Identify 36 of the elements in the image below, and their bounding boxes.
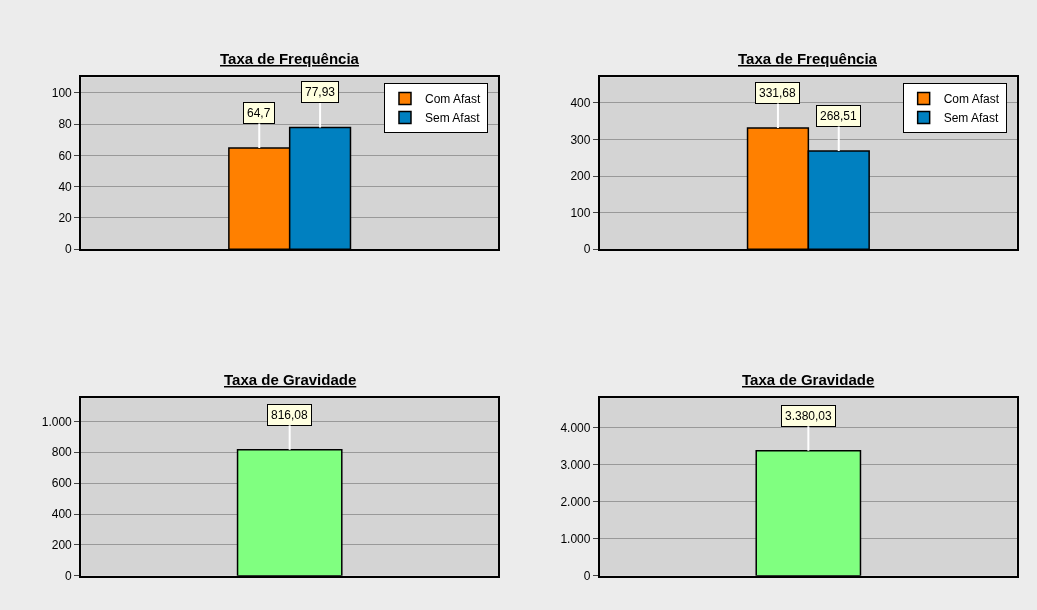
y-tick-label: 0	[583, 242, 591, 257]
y-tick-label: 20	[58, 211, 73, 226]
y-tick-label: 0	[583, 569, 591, 584]
data-label: 64,7	[247, 106, 271, 120]
y-tick-label: 4.000	[560, 420, 591, 435]
y-tick-label: 0	[65, 242, 73, 257]
chart-title: Taxa de Gravidade	[224, 371, 357, 388]
chart-title: Taxa de Frequência	[220, 50, 360, 67]
legend-label: Com Afast	[424, 92, 482, 107]
y-tick-label: 100	[570, 205, 591, 220]
y-tick-label: 2.000	[560, 495, 591, 509]
y-tick-label: 300	[570, 132, 591, 147]
legend-label: Com Afast	[943, 92, 1000, 107]
y-tick-label: 600	[51, 476, 73, 491]
y-tick-label: 1.000	[560, 532, 591, 546]
data-label: 77,93	[305, 85, 336, 99]
y-tick-label: 100	[51, 86, 73, 101]
data-label: 331,68	[759, 86, 797, 100]
y-tick-label: 80	[58, 117, 73, 132]
y-tick-label: 3.000	[560, 457, 591, 472]
y-tick-label: 200	[570, 169, 591, 184]
y-tick-label: 800	[51, 445, 73, 460]
chart-title: Taxa de Frequência	[738, 50, 878, 67]
chart-title: Taxa de Gravidade	[742, 371, 875, 388]
y-tick-label: 1.000	[41, 414, 73, 429]
data-label: 3.380,03	[785, 409, 833, 423]
data-label: 268,51	[820, 109, 858, 123]
legend-label: Sem Afast	[943, 111, 1000, 126]
y-tick-label: 40	[58, 179, 73, 194]
y-tick-label: 60	[58, 148, 73, 163]
y-tick-label: 200	[51, 538, 73, 553]
legend-label: Sem Afast	[424, 111, 481, 126]
y-tick-label: 400	[51, 507, 73, 522]
y-tick-label: 400	[570, 96, 591, 111]
y-tick-label: 0	[65, 569, 73, 584]
data-label: 816,08	[271, 408, 309, 422]
